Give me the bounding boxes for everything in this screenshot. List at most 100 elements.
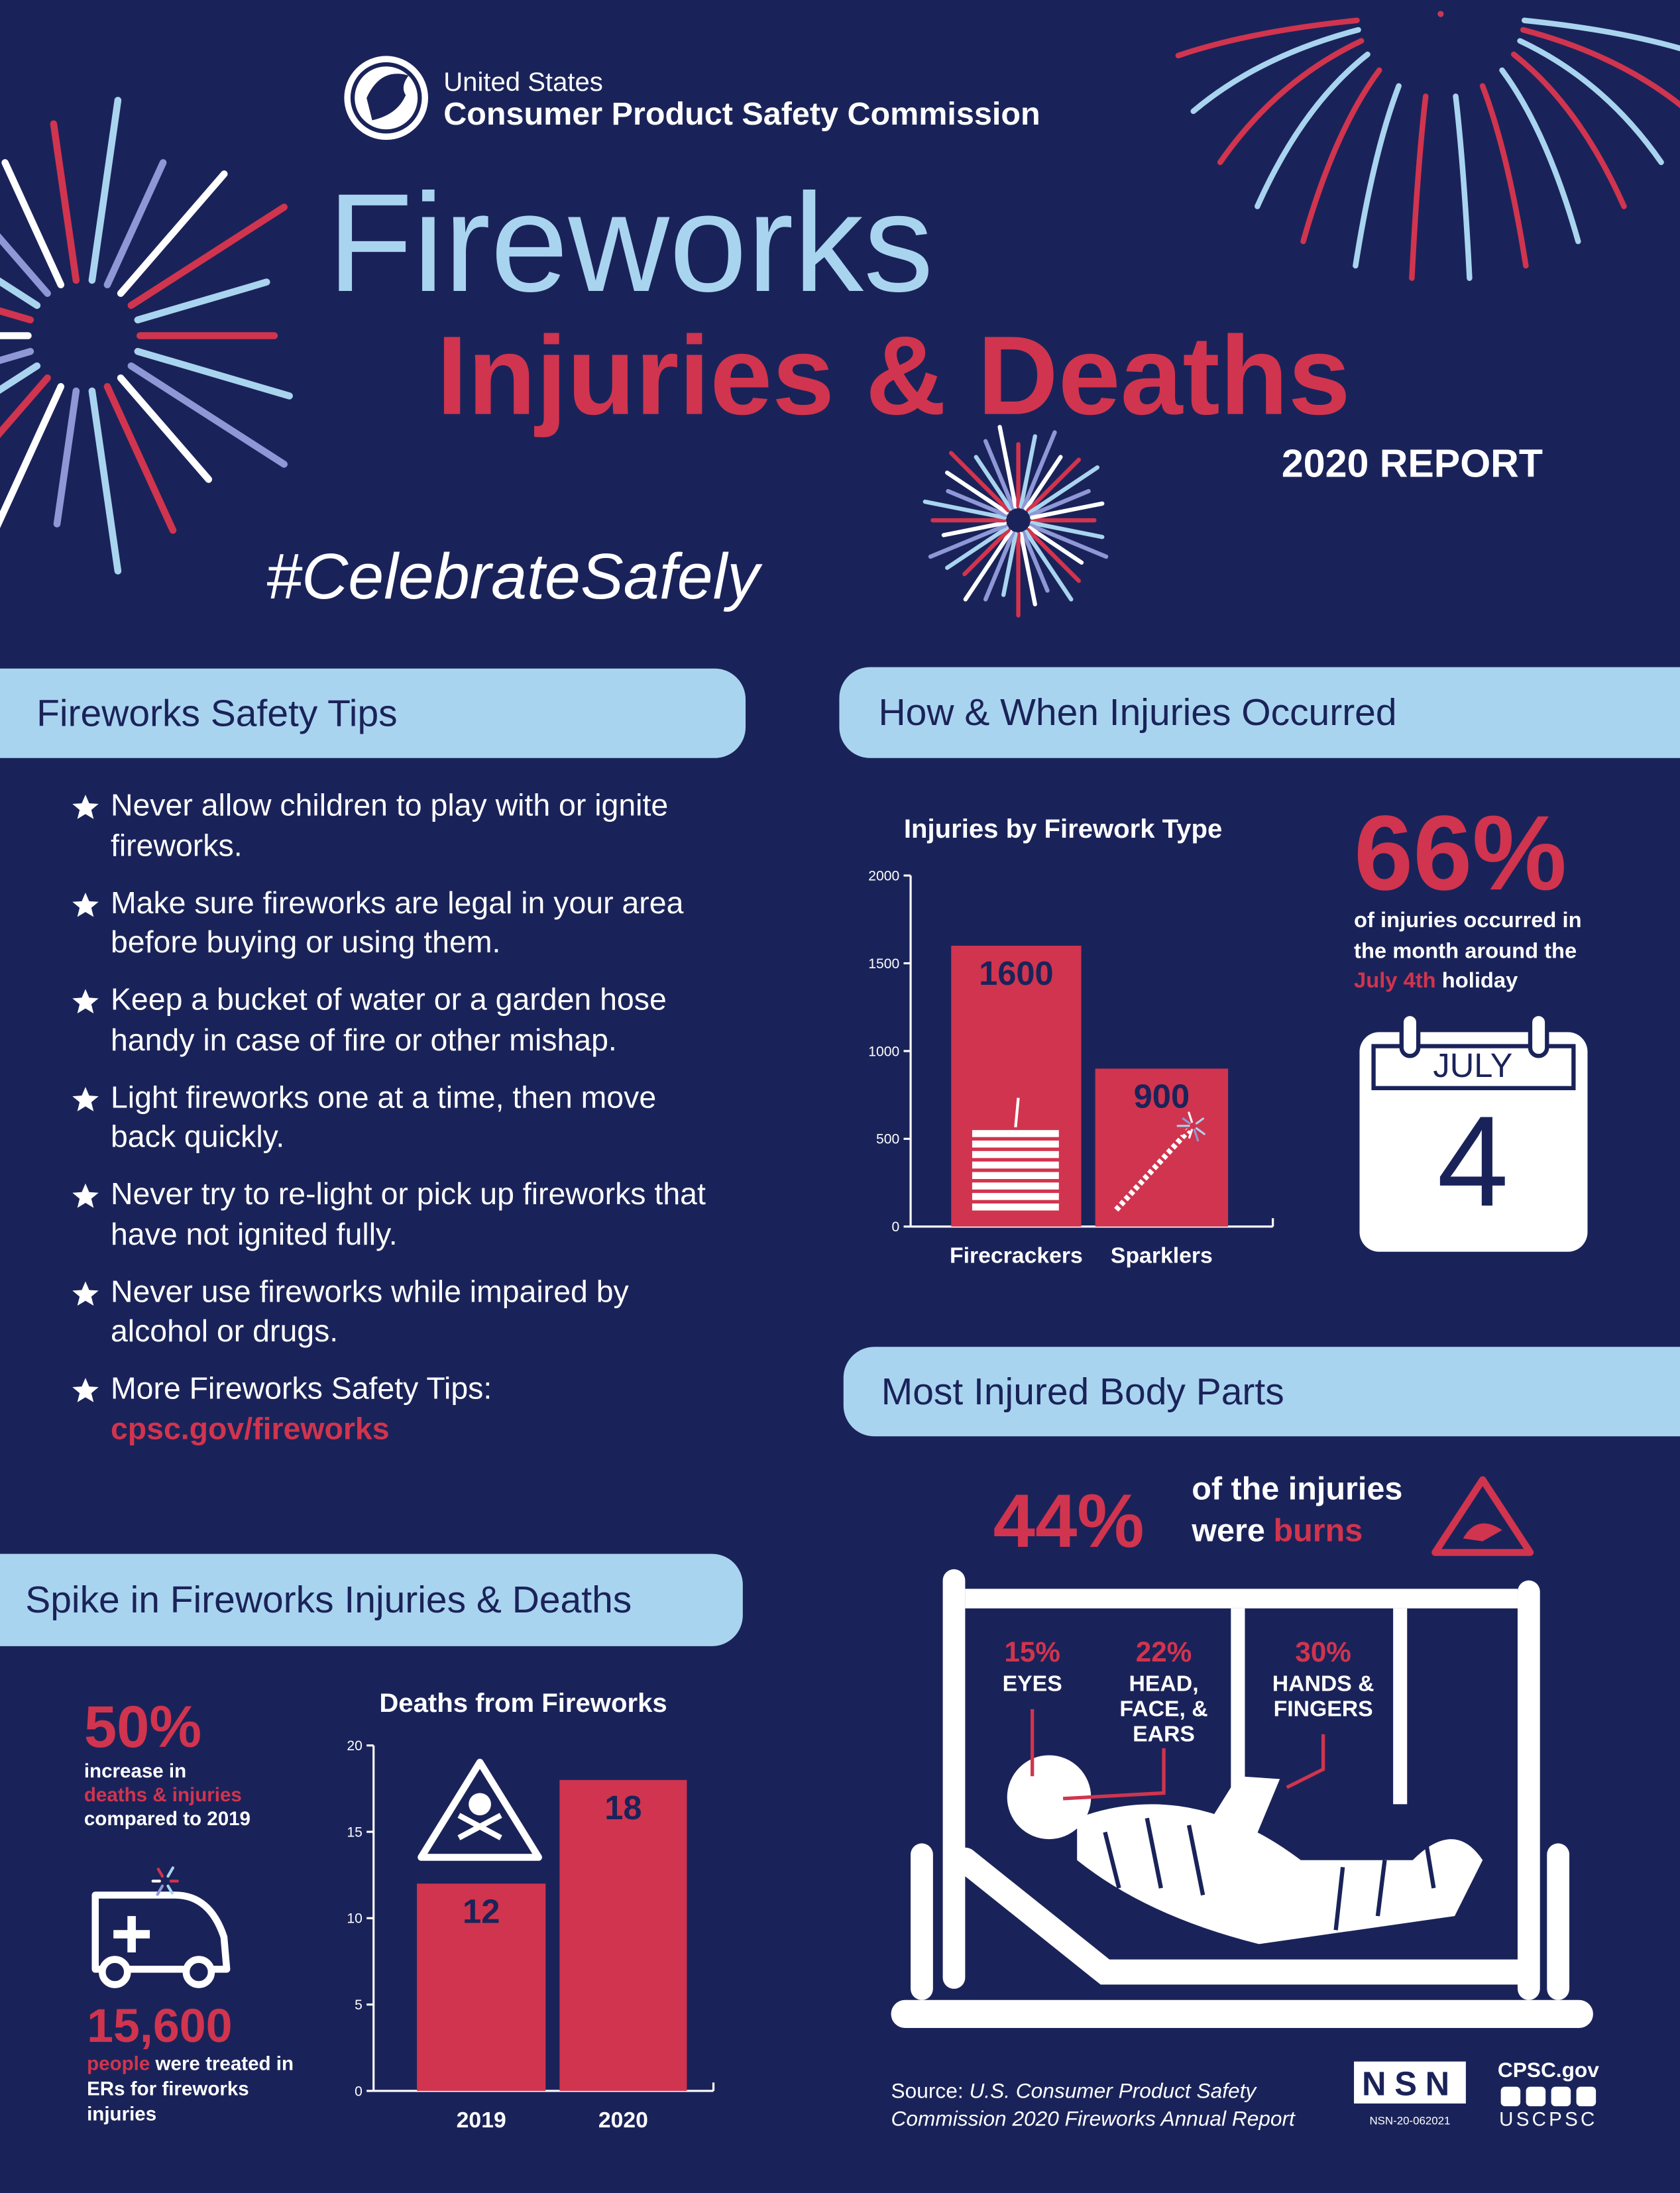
tip-text-line: Keep a bucket of water or a garden hose … (110, 982, 667, 1057)
burst-ray (962, 528, 1011, 577)
part-label: HEAD, FACE, & EARS (1119, 1673, 1207, 1747)
ambulance-cross (113, 1916, 150, 1953)
er-text: people were treated in ERs for fireworks… (87, 2051, 294, 2125)
burst-ray (156, 1868, 164, 1878)
tip-item: Light fireworks one at a time, then move… (70, 1078, 728, 1157)
burst-ray (1180, 1127, 1191, 1135)
burst-ray (1019, 434, 1037, 509)
stat-66: 66% (1354, 793, 1567, 912)
star (72, 1378, 99, 1402)
chart-title: Deaths from Fireworks (379, 1689, 667, 1718)
stat-50-text: increase in (84, 1760, 186, 1782)
bar (417, 1884, 546, 2091)
burst-ray (103, 159, 167, 288)
bed-pole (1393, 1608, 1408, 1805)
burn-icon (1431, 1476, 1534, 1556)
social-icon[interactable] (1551, 2086, 1571, 2107)
burst-arc (1437, 11, 1680, 109)
section-header-bg (0, 668, 746, 758)
stat-text: of injuries occurred in the month around… (1354, 909, 1582, 963)
bed-post-small (911, 1843, 933, 2000)
tips-list: Never allow children to play with or ign… (70, 786, 728, 1449)
danger-icon (418, 1758, 542, 1861)
burst-ray (1026, 457, 1082, 513)
burst-arc (1300, 11, 1444, 245)
calendar-day: 4 (1437, 1090, 1508, 1233)
star-bullet (72, 1086, 99, 1111)
social-icon[interactable] (1576, 2086, 1596, 2107)
org-line-2: Consumer Product Safety Commission (443, 96, 1040, 132)
part-label-box: HANDS & FINGERS (1253, 1673, 1393, 1723)
burst-arc (1437, 11, 1581, 245)
cpsc-logo-inner (350, 62, 422, 134)
burst-ray (103, 382, 177, 534)
burst-ray (88, 97, 122, 284)
firecracker-icon (972, 1097, 1059, 1211)
bed-bar (965, 1589, 1518, 1608)
burst-ray (948, 451, 1011, 513)
burst-ray (1188, 1111, 1193, 1123)
y-tick-label: 10 (347, 1911, 362, 1927)
burst-ray (1029, 523, 1109, 559)
section-header: Fireworks Safety Tips (36, 692, 398, 734)
firecracker-fuse (1014, 1097, 1020, 1128)
burst-ray (0, 347, 34, 365)
tip-item: Never allow children to play with or ign… (70, 786, 728, 866)
y-tick-label: 0 (355, 2084, 363, 2099)
tip-text: Never allow children to play with or ign… (111, 786, 728, 866)
star (72, 1280, 99, 1306)
bar (951, 946, 1082, 1227)
star-bullet (72, 891, 99, 917)
stat-text: were (1191, 1513, 1265, 1549)
tip-item: Never try to re-light or pick up firewor… (70, 1175, 728, 1255)
burst-ray (1001, 532, 1018, 597)
calendar-ring (1399, 1011, 1421, 1058)
bar-value-label: 900 (1134, 1077, 1190, 1115)
tip-item: More Fireworks Safety Tips: cpsc.gov/fire… (70, 1369, 728, 1449)
burst-ray (1182, 1117, 1191, 1125)
cpsc-logo-eagle (366, 74, 409, 121)
burst-ray (1026, 528, 1082, 583)
star (72, 795, 99, 819)
burst-ray (1029, 488, 1091, 518)
part-pct: 22% (1136, 1636, 1192, 1667)
tip-text: Never try to re-light or pick up firewor… (111, 1175, 728, 1255)
burst-ray (0, 362, 41, 394)
part-label-text: EYES (1002, 1672, 1062, 1697)
y-tick-label: 20 (347, 1738, 362, 1754)
burst-ray (983, 531, 1015, 602)
social-icon[interactable] (1526, 2086, 1546, 2107)
tip-text-line: Never try to re-light or pick up firewor… (110, 1176, 706, 1251)
stat-44: 44% (993, 1479, 1145, 1563)
tip-link[interactable]: cpsc.gov/fireworks (110, 1410, 390, 1446)
stat-66-text: of injuries occurred in the month around… (1354, 909, 1582, 993)
burst-ray (127, 362, 288, 468)
burst-arc (1217, 11, 1444, 166)
part-label: EYES (1002, 1672, 1062, 1697)
burst-ray (0, 307, 34, 323)
burst-ray (1193, 1129, 1200, 1142)
calendar-ring (1528, 1011, 1549, 1058)
tip-text-line: Make sure fireworks are legal in your ar… (110, 884, 684, 960)
handle: USCPSC (1499, 2109, 1597, 2131)
crossbones (457, 1813, 502, 1840)
burst-ray (974, 455, 1013, 511)
firecracker-stick (972, 1203, 1059, 1211)
burst-ray (1027, 465, 1100, 515)
hashtag: #CelebrateSafely (266, 540, 763, 612)
burst-ray (1027, 526, 1084, 565)
site[interactable]: CPSC.gov (1498, 2058, 1599, 2082)
burst-ray (53, 387, 80, 528)
bed-pole (1231, 1608, 1245, 1805)
tip-text: Make sure fireworks are legal in your ar… (111, 883, 728, 963)
y-tick-label: 2000 (868, 868, 899, 883)
bed-illustration (891, 1569, 1593, 2028)
social-icon[interactable] (1500, 2086, 1521, 2107)
sparkler-spark (1176, 1110, 1207, 1142)
burst-ray (0, 374, 51, 438)
firecracker-stick (972, 1182, 1059, 1190)
star (72, 891, 99, 917)
ambulance-wheel (182, 1956, 215, 1988)
er-text-body: were treated in ERs for fireworks injuri… (87, 2051, 294, 2125)
burst-ray (1030, 520, 1105, 539)
